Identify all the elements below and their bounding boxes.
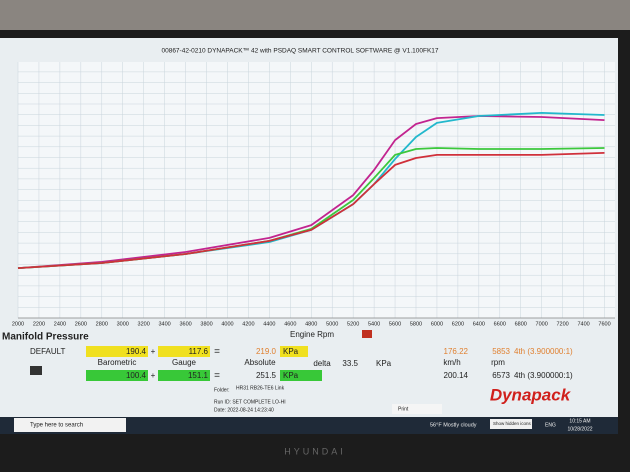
x-tick-label: 7400 [577, 321, 589, 327]
x-tick-label: 3000 [117, 321, 129, 327]
search-box[interactable] [14, 418, 126, 432]
x-tick-label: 6200 [452, 321, 464, 327]
x-tick-label: 4200 [242, 321, 254, 327]
folder: HR31 RB26-TE6 Link [236, 385, 285, 391]
x-tick-label: 3800 [200, 321, 212, 327]
x-tick-label: 4400 [263, 321, 275, 327]
label: Absolute [244, 358, 276, 367]
x-tick-label: 5800 [410, 321, 422, 327]
x-tick-label: 3600 [179, 321, 191, 327]
tooltip: Show hidden icons [493, 421, 532, 426]
gear: 4th (3.900000:1) [514, 347, 573, 356]
x-tick-label: 7600 [598, 321, 610, 327]
rpm-icon [362, 330, 372, 338]
weather[interactable]: 56°F Mostly cloudy [430, 422, 477, 428]
value: 176.22 [444, 347, 469, 356]
field [280, 370, 322, 381]
search[interactable]: Type here to search [30, 423, 83, 429]
x-tick-label: 6800 [515, 321, 527, 327]
unit: KPa [283, 347, 299, 356]
x-tick-label: 4600 [284, 321, 296, 327]
x-tick-label: 2400 [54, 321, 66, 327]
value: 6573 [492, 371, 510, 380]
label: Barometric [98, 358, 137, 367]
label: Folder: [214, 387, 230, 393]
preset-icon [30, 366, 42, 375]
brand: HYUNDAI [284, 446, 346, 456]
series-line [17, 152, 605, 269]
x-tick-label: 7200 [557, 321, 569, 327]
value: 33.5 [342, 359, 358, 368]
x-tick-label: 7000 [536, 321, 548, 327]
value: 5853 [492, 347, 510, 356]
preset: DEFAULT [30, 347, 66, 356]
plot-area [18, 62, 615, 318]
x-tick-label: 3400 [159, 321, 171, 327]
value: 200.14 [444, 371, 469, 380]
op: = [214, 347, 220, 358]
clock-date[interactable]: 10/28/2022 [567, 426, 592, 432]
x-tick-label: 4000 [221, 321, 233, 327]
value: 219.0 [256, 347, 277, 356]
x-tick-label: 5200 [347, 321, 359, 327]
value: 251.5 [256, 371, 277, 380]
unit: KPa [376, 359, 392, 368]
field [86, 370, 148, 381]
tooltip-box [490, 419, 532, 429]
value: 151.1 [188, 371, 209, 380]
x-tick-label: 6400 [473, 321, 485, 327]
x-tick-label: 2600 [75, 321, 87, 327]
print[interactable]: Print [398, 406, 409, 412]
panel-heading: Manifold Pressure [2, 332, 89, 343]
label: delta [313, 359, 331, 368]
label: km/h [443, 358, 460, 367]
value: 190.4 [126, 347, 147, 356]
x-tick-label: 4800 [305, 321, 317, 327]
logo: Dynapack [490, 385, 572, 404]
label: rpm [491, 358, 505, 367]
clock[interactable]: 10:15 AM [569, 418, 590, 424]
background [0, 0, 630, 30]
x-tick-label: 2000 [12, 321, 24, 327]
field [280, 346, 308, 357]
x-tick-label: 5000 [326, 321, 338, 327]
chart-title: 00867-42-0210 DYNAPACK™ 42 with PSDAQ SM… [161, 48, 438, 55]
taskbar [0, 417, 618, 434]
value: 100.4 [126, 371, 147, 380]
x-tick-label: 6600 [494, 321, 506, 327]
op: = [214, 371, 220, 382]
field [158, 346, 210, 357]
print-window[interactable] [392, 404, 442, 414]
x-tick-label: 5600 [389, 321, 401, 327]
run-id: Run ID: SET COMPLETE LO-HI [214, 399, 286, 405]
x-tick-label: 6000 [431, 321, 443, 327]
op: + [151, 371, 156, 380]
lang[interactable]: ENG [545, 422, 556, 428]
x-tick-label: 2800 [96, 321, 108, 327]
date: Date: 2022-08-24 14:23:40 [214, 407, 274, 413]
x-axis-label: Engine Rpm [290, 330, 334, 339]
x-tick-label: 3200 [138, 321, 150, 327]
value: 117.6 [189, 347, 209, 356]
gear: 4th (3.900000:1) [514, 371, 573, 380]
op: + [151, 347, 156, 356]
unit: KPa [283, 371, 299, 380]
x-tick-label: 2200 [33, 321, 45, 327]
label: Gauge [172, 358, 197, 367]
field [158, 370, 210, 381]
field [86, 346, 148, 357]
x-tick-label: 5400 [368, 321, 380, 327]
